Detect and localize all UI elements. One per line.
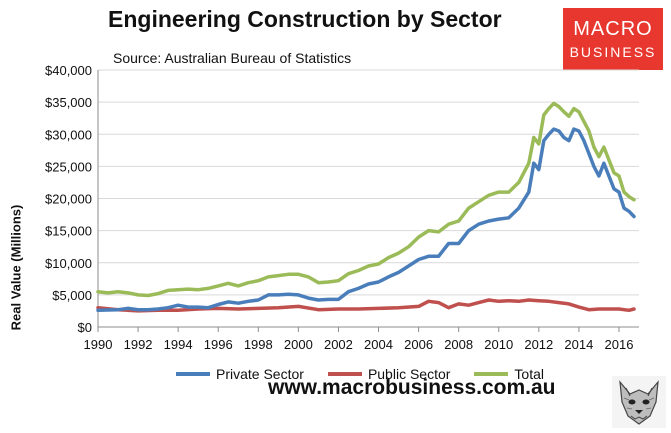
x-tick-label: 2000	[284, 337, 313, 352]
series-lines	[96, 101, 636, 313]
y-tick-label: $10,000	[45, 256, 92, 271]
legend-swatch-private	[176, 372, 210, 376]
x-tick-label: 1996	[204, 337, 233, 352]
y-tick-label: $0	[78, 320, 92, 335]
y-tick-label: $25,000	[45, 159, 92, 174]
chart-title: Engineering Construction by Sector	[108, 6, 502, 32]
legend-label-total: Total	[514, 366, 544, 382]
axes	[97, 70, 639, 332]
x-tick-label: 1990	[84, 337, 113, 352]
legend-swatch-total	[474, 372, 509, 376]
y-tick-label: $40,000	[45, 63, 92, 78]
x-tick-label: 2002	[324, 337, 353, 352]
y-tick-labels: $0 $5,000 $10,000 $15,000 $20,000 $25,000 $30,…	[45, 63, 92, 335]
y-tick-label: $30,000	[45, 127, 92, 142]
x-tick-label: 2012	[524, 337, 553, 352]
x-tick-label: 2014	[564, 337, 593, 352]
x-tick-label: 2016	[605, 337, 634, 352]
series-line-public	[96, 298, 636, 313]
logo-text-top: MACRO	[573, 18, 653, 40]
y-tick-label: $15,000	[45, 224, 92, 239]
y-tick-label: $20,000	[45, 192, 92, 207]
legend-item-public: Public Sector	[327, 366, 451, 382]
gridlines	[98, 69, 639, 296]
macro-business-logo: MACRO BUSINESS	[563, 8, 663, 70]
chart-subtitle: Source: Australian Bureau of Statistics	[113, 50, 352, 66]
y-tick-label: $35,000	[45, 95, 92, 110]
series-line-total	[96, 101, 636, 298]
x-tick-label: 1992	[124, 337, 153, 352]
x-tick-label: 2006	[404, 337, 433, 352]
x-tick-label: 1994	[164, 337, 193, 352]
x-tick-label: 2010	[484, 337, 513, 352]
x-tick-label: 2008	[444, 337, 473, 352]
y-tick-label: $5,000	[52, 288, 92, 303]
logo-text-bottom: BUSINESS	[569, 44, 657, 60]
wolf-head-icon	[612, 376, 666, 428]
footer-url: www.macrobusiness.com.au	[268, 376, 556, 399]
legend-swatch-public	[327, 372, 362, 376]
legend: Private Sector Public Sector Total	[176, 364, 568, 384]
x-tick-label: 1998	[244, 337, 273, 352]
legend-item-total: Total	[474, 366, 544, 382]
x-tick-labels: 1990 1992 1994 1996 1998 2000 2002 2004 2006 2008…	[84, 337, 634, 352]
legend-label-private: Private Sector	[216, 366, 304, 382]
x-tick-label: 2004	[364, 337, 393, 352]
legend-item-private: Private Sector	[176, 366, 304, 382]
series-line-private	[96, 127, 636, 313]
legend-label-public: Public Sector	[367, 366, 451, 382]
